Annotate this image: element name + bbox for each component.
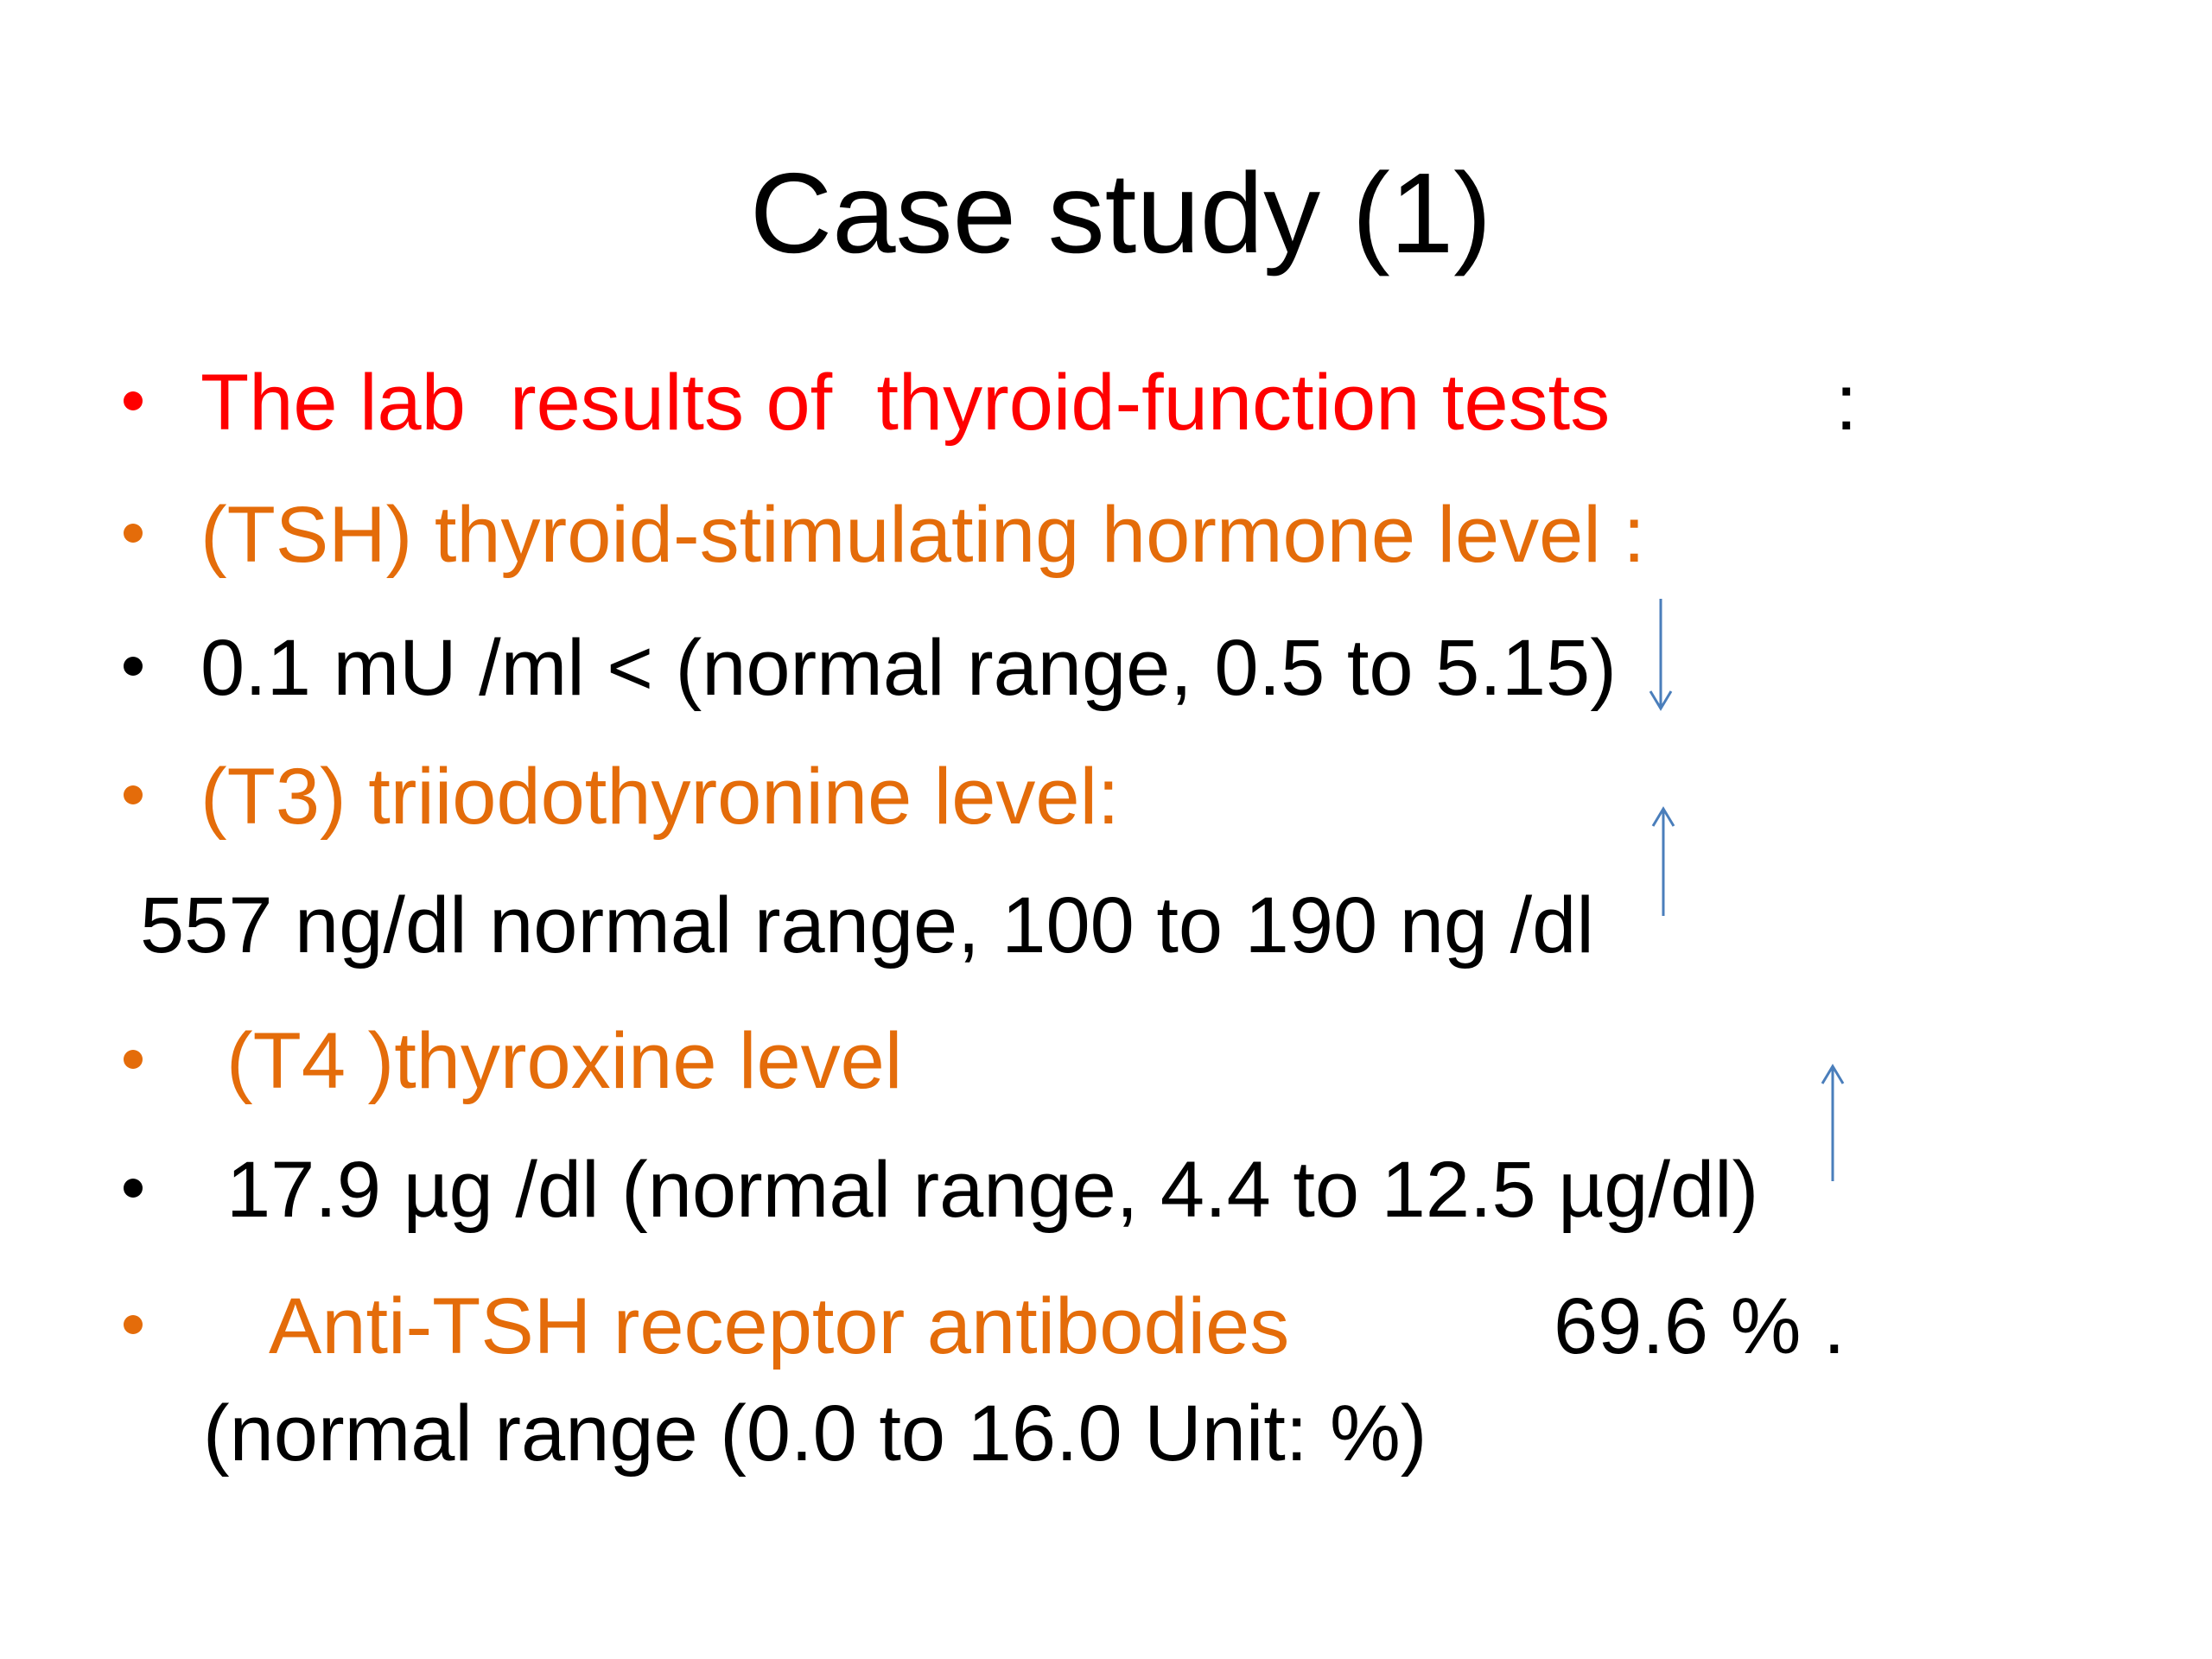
bullet <box>124 1179 143 1198</box>
list-item: (T4 )thyroxine level <box>226 1017 902 1105</box>
bullet <box>124 785 143 804</box>
down-arrow <box>1649 599 1673 711</box>
list-item: (TSH) thyroid-stimulating hormone level … <box>200 491 1645 579</box>
slide-title: Case study (1) <box>750 149 1491 276</box>
bullet <box>124 1050 143 1069</box>
bullet <box>124 524 143 543</box>
list-item-value: 69.6 % . <box>1554 1282 1846 1370</box>
list-item: (T3) triiodothyronine level: <box>200 753 1120 841</box>
up-arrow <box>1821 1064 1845 1181</box>
list-item: (normal range (0.0 to 16.0 Unit: %) <box>203 1389 1427 1478</box>
list-item: The lab results of thyroid-function test… <box>200 359 1610 447</box>
up-arrow <box>1651 806 1675 916</box>
bullet <box>124 657 143 676</box>
bullet <box>124 1315 143 1334</box>
list-item: Anti-TSH receptor antibodies <box>269 1282 1289 1370</box>
bullet <box>124 391 143 410</box>
list-item-suffix: : <box>1835 359 1858 447</box>
list-item: 0.1 mU /ml < (normal range, 0.5 to 5.15) <box>200 624 1617 712</box>
list-item: 557 ng/dl normal range, 100 to 190 ng /d… <box>140 881 1594 969</box>
list-item: 17.9 µg /dl (normal range, 4.4 to 12.5 µ… <box>226 1146 1758 1234</box>
